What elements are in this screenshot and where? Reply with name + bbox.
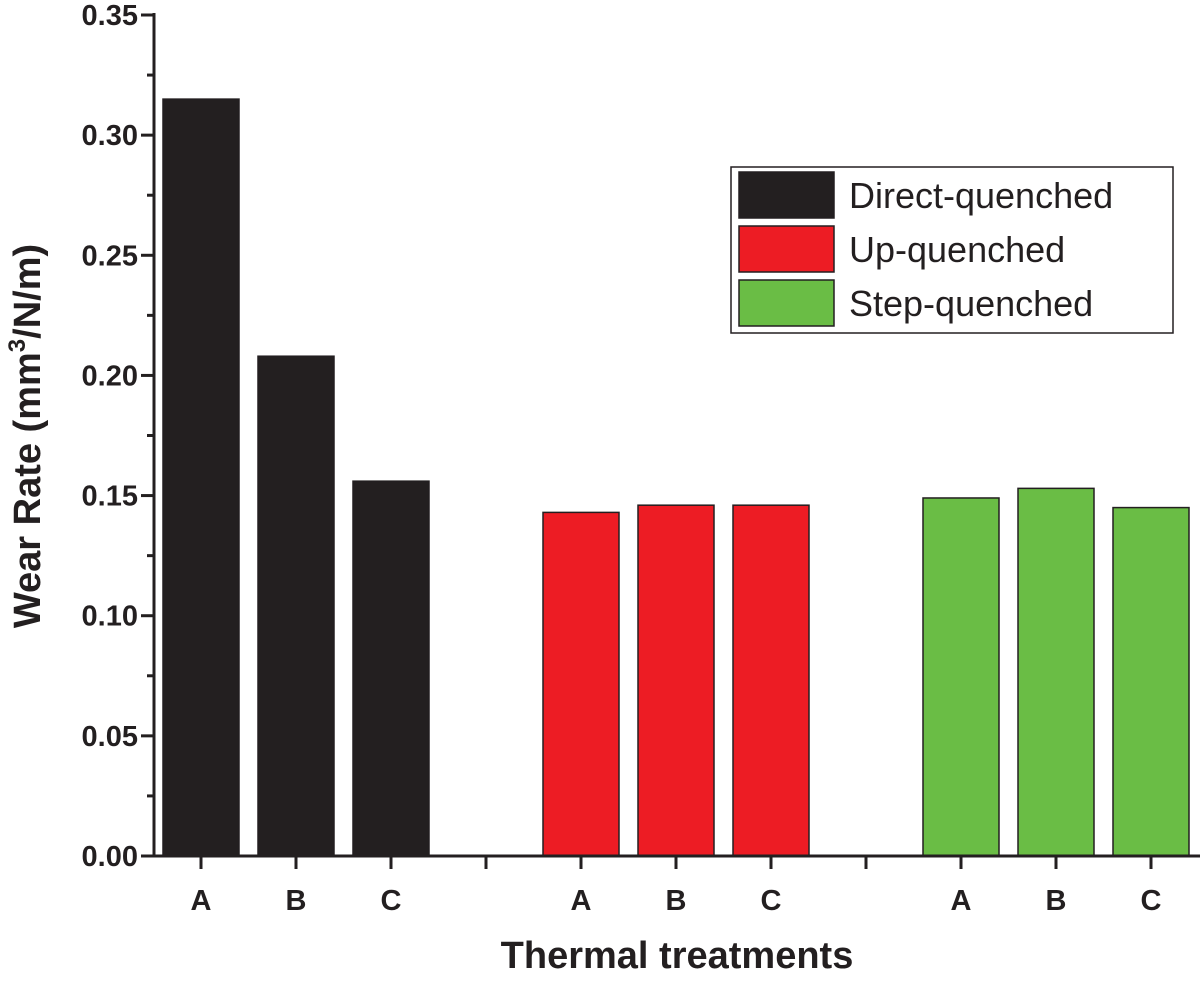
y-tick-label: 0.30: [82, 120, 138, 152]
bar-up-quenched-c: [732, 504, 810, 857]
bar-step-quenched-b: [1017, 487, 1095, 857]
bar-direct-quenched-b: [257, 355, 335, 857]
x-tick-label-b: B: [1046, 885, 1067, 917]
bar-up-quenched-a: [542, 511, 620, 857]
bars-layer: [162, 98, 1190, 857]
bar-step-quenched-c: [1112, 506, 1190, 857]
y-axis-title: Wear Rate (mm3/N/m): [4, 244, 49, 628]
y-tick-label: 0.00: [82, 841, 138, 873]
x-tick-label-a: A: [571, 885, 592, 917]
y-tick-label: 0.10: [82, 601, 138, 633]
bar-direct-quenched-a: [162, 98, 240, 857]
x-tick-label-a: A: [191, 885, 212, 917]
y-tick-label: 0.35: [82, 0, 138, 32]
y-tick-label: 0.15: [82, 481, 138, 513]
ticks-layer: [141, 13, 1153, 869]
y-tick-label: 0.20: [82, 360, 138, 392]
x-tick-label-b: B: [666, 885, 687, 917]
x-tick-label-c: C: [761, 885, 782, 917]
bar-up-quenched-b: [637, 504, 715, 857]
y-axis-title-main: Wear Rate (mm: [7, 352, 49, 628]
y-tick-label: 0.25: [82, 240, 138, 272]
bar-direct-quenched-c: [352, 480, 430, 857]
x-tick-label-c: C: [1141, 885, 1162, 917]
legend-swatch-direct-quenched: [738, 171, 835, 219]
bar-step-quenched-a: [922, 497, 1000, 857]
y-tick-labels: 0.00 0.05 0.10 0.15 0.20 0.25 0.30 0.35: [82, 0, 138, 873]
x-axis-title: Thermal treatments: [501, 935, 854, 977]
legend-label-up-quenched: Up-quenched: [849, 229, 1065, 270]
x-tick-label-c: C: [381, 885, 402, 917]
legend-label-step-quenched: Step-quenched: [849, 283, 1093, 324]
x-tick-label-a: A: [951, 885, 972, 917]
y-axis-title-end: /N/m): [7, 244, 49, 339]
legend-swatch-up-quenched: [738, 225, 835, 273]
legend-label-direct-quenched: Direct-quenched: [849, 175, 1113, 216]
x-tick-label-b: B: [286, 885, 307, 917]
legend-swatch-step-quenched: [738, 279, 835, 327]
y-tick-label: 0.05: [82, 721, 138, 753]
legend: Direct-quenched Up-quenched Step-quenched: [730, 166, 1174, 334]
y-axis-title-superscript: 3: [4, 339, 31, 352]
